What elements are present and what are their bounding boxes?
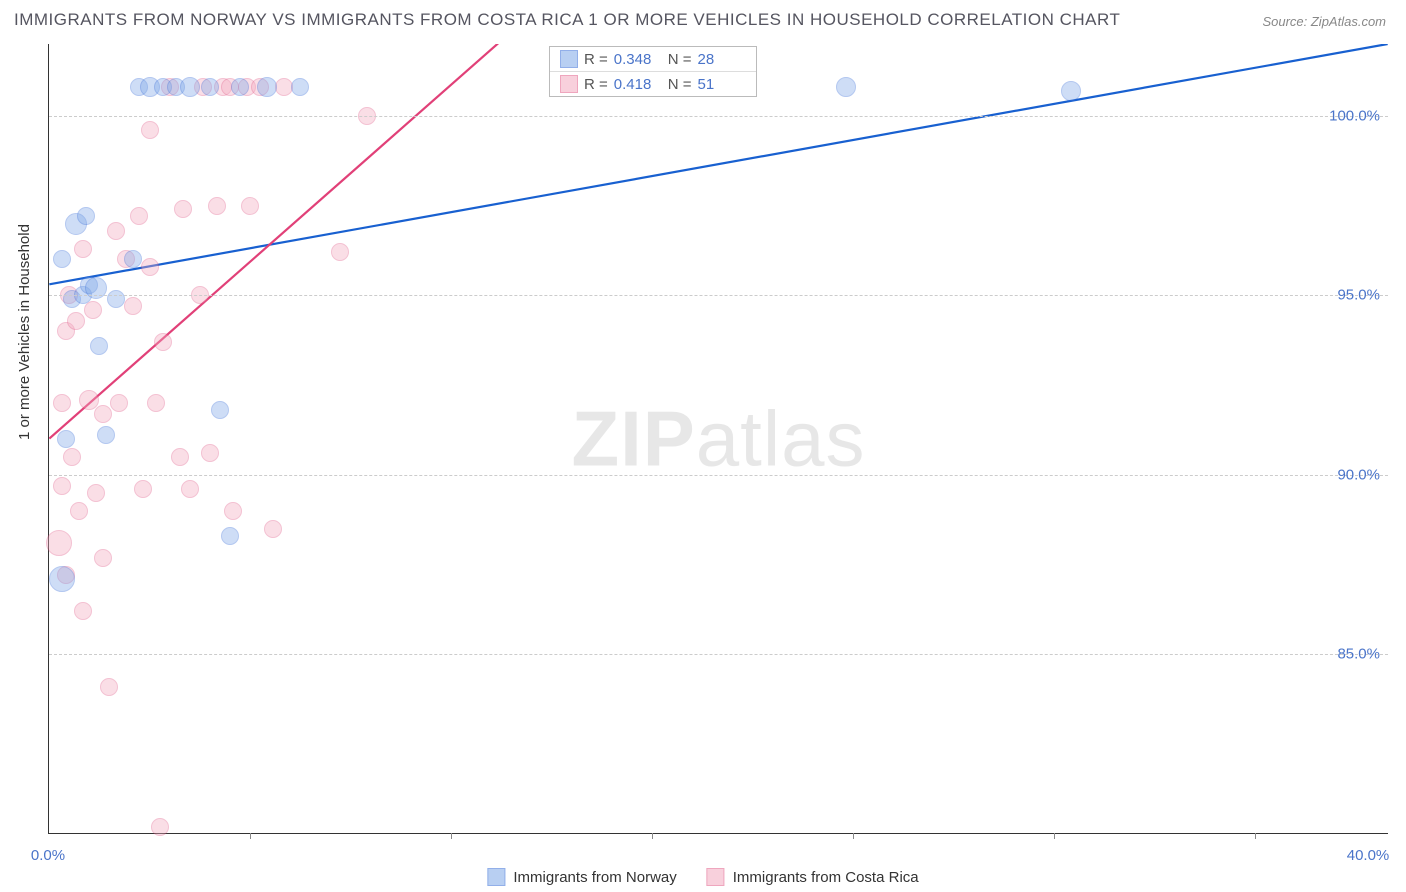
n-label: N = xyxy=(668,76,692,93)
r-value: 0.348 xyxy=(614,51,662,68)
norway-point xyxy=(211,401,229,419)
legend-stat-row: R = 0.348 N = 28 xyxy=(550,47,756,72)
costarica-point xyxy=(241,197,259,215)
costarica-point xyxy=(224,502,242,520)
norway-point xyxy=(257,77,277,97)
norway-point xyxy=(57,430,75,448)
r-label: R = xyxy=(584,51,608,68)
costarica-point xyxy=(264,520,282,538)
n-value: 51 xyxy=(698,76,746,93)
costarica-point xyxy=(171,448,189,466)
costarica-point xyxy=(87,484,105,502)
norway-point xyxy=(221,527,239,545)
costarica-point xyxy=(141,258,159,276)
gridline-h xyxy=(49,295,1388,296)
legend-label: Immigrants from Norway xyxy=(513,869,676,886)
legend-swatch xyxy=(707,868,725,886)
norway-point xyxy=(836,77,856,97)
correlation-legend: R = 0.348 N = 28 R = 0.418 N = 51 xyxy=(549,46,757,97)
x-tick xyxy=(1255,833,1256,839)
costarica-point xyxy=(208,197,226,215)
norway-point xyxy=(107,290,125,308)
x-tick xyxy=(451,833,452,839)
legend-item: Immigrants from Norway xyxy=(487,868,676,886)
costarica-point xyxy=(107,222,125,240)
norway-point xyxy=(201,78,219,96)
costarica-point xyxy=(201,444,219,462)
norway-point xyxy=(291,78,309,96)
costarica-point xyxy=(124,297,142,315)
legend-label: Immigrants from Costa Rica xyxy=(733,869,919,886)
norway-point xyxy=(231,78,249,96)
x-tick xyxy=(1054,833,1055,839)
y-axis-label: 1 or more Vehicles in Household xyxy=(16,224,33,440)
costarica-point xyxy=(63,448,81,466)
chart-title: IMMIGRANTS FROM NORWAY VS IMMIGRANTS FRO… xyxy=(14,10,1120,30)
costarica-point xyxy=(110,394,128,412)
series-legend: Immigrants from Norway Immigrants from Co… xyxy=(487,868,918,886)
y-tick-label: 90.0% xyxy=(1337,466,1380,483)
norway-point xyxy=(90,337,108,355)
costarica-point xyxy=(331,243,349,261)
y-tick-label: 100.0% xyxy=(1329,107,1380,124)
norway-point xyxy=(1061,81,1081,101)
norway-point xyxy=(124,250,142,268)
n-value: 28 xyxy=(698,51,746,68)
legend-swatch xyxy=(487,868,505,886)
costarica-point xyxy=(151,818,169,836)
costarica-point xyxy=(67,312,85,330)
costarica-trendline xyxy=(49,44,517,439)
legend-item: Immigrants from Costa Rica xyxy=(707,868,919,886)
costarica-point xyxy=(46,530,72,556)
norway-point xyxy=(49,566,75,592)
norway-point xyxy=(77,207,95,225)
legend-stat-row: R = 0.418 N = 51 xyxy=(550,72,756,96)
norway-point xyxy=(53,250,71,268)
x-tick xyxy=(652,833,653,839)
trend-lines-layer xyxy=(49,44,1388,833)
x-tick-label: 0.0% xyxy=(31,847,65,864)
costarica-point xyxy=(94,405,112,423)
watermark-light: atlas xyxy=(696,394,866,482)
gridline-h xyxy=(49,475,1388,476)
gridline-h xyxy=(49,654,1388,655)
costarica-point xyxy=(70,502,88,520)
costarica-point xyxy=(141,121,159,139)
costarica-point xyxy=(74,602,92,620)
y-tick-label: 95.0% xyxy=(1337,287,1380,304)
r-value: 0.418 xyxy=(614,76,662,93)
gridline-h xyxy=(49,116,1388,117)
costarica-point xyxy=(94,549,112,567)
legend-swatch xyxy=(560,50,578,68)
y-tick-label: 85.0% xyxy=(1337,646,1380,663)
source-label: Source: ZipAtlas.com xyxy=(1262,14,1386,29)
costarica-point xyxy=(53,394,71,412)
costarica-point xyxy=(130,207,148,225)
costarica-point xyxy=(154,333,172,351)
costarica-point xyxy=(174,200,192,218)
n-label: N = xyxy=(668,51,692,68)
x-tick-label: 40.0% xyxy=(1347,847,1390,864)
costarica-point xyxy=(53,477,71,495)
costarica-point xyxy=(100,678,118,696)
watermark: ZIPatlas xyxy=(571,393,865,484)
norway-point xyxy=(180,77,200,97)
costarica-point xyxy=(134,480,152,498)
costarica-point xyxy=(147,394,165,412)
x-tick xyxy=(250,833,251,839)
r-label: R = xyxy=(584,76,608,93)
plot-area: ZIPatlas R = 0.348 N = 28 R = 0.418 N = 51 85.0… xyxy=(48,44,1388,834)
costarica-point xyxy=(275,78,293,96)
x-tick xyxy=(853,833,854,839)
legend-swatch xyxy=(560,75,578,93)
norway-point xyxy=(97,426,115,444)
costarica-point xyxy=(74,240,92,258)
watermark-bold: ZIP xyxy=(571,394,695,482)
costarica-point xyxy=(181,480,199,498)
